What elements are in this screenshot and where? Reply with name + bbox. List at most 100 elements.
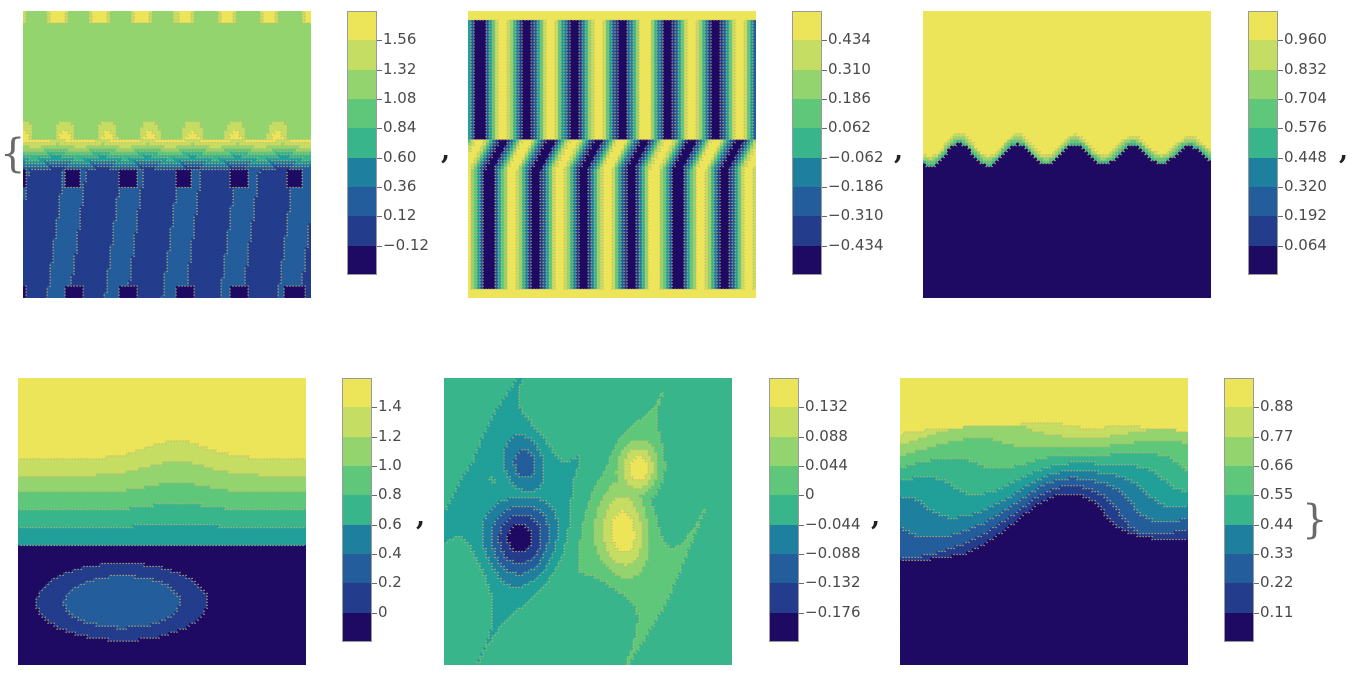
colorbar-swatch bbox=[347, 40, 377, 70]
colorbar-tick-label: −0.044 bbox=[805, 517, 861, 532]
colorbar-swatch bbox=[769, 583, 799, 613]
colorbar-swatch bbox=[347, 187, 377, 217]
colorbar-tick-label: 0.448 bbox=[1284, 150, 1327, 165]
colorbar-5: 0.132 0.088 0.044 0 −0.044 −0.088 −0.132 −0.176 bbox=[769, 378, 799, 642]
colorbar-tick bbox=[1278, 216, 1283, 217]
separator-3: , bbox=[1339, 136, 1348, 166]
colorbar-tick-label: 0.960 bbox=[1284, 32, 1327, 47]
colorbar-swatch bbox=[769, 613, 799, 643]
colorbar-swatch bbox=[342, 466, 372, 496]
colorbar-swatch bbox=[792, 187, 822, 217]
colorbar-tick bbox=[1254, 554, 1259, 555]
colorbar-tick bbox=[1278, 70, 1283, 71]
colorbar-tick bbox=[1254, 495, 1259, 496]
colorbar-tick-label: 1.0 bbox=[378, 458, 402, 473]
colorbar-tick bbox=[372, 613, 377, 614]
colorbar-tick-label: 0.192 bbox=[1284, 208, 1327, 223]
colorbar-swatch bbox=[1248, 11, 1278, 41]
colorbar-tick bbox=[372, 466, 377, 467]
colorbar-1: 1.56 1.32 1.08 0.84 0.60 0.36 0.12 −0.12 bbox=[347, 11, 377, 275]
colorbar-tick bbox=[377, 216, 382, 217]
colorbar-swatch bbox=[342, 525, 372, 555]
colorbar-swatch bbox=[792, 40, 822, 70]
heatmap-plot-5 bbox=[444, 378, 732, 665]
colorbar-tick bbox=[822, 70, 827, 71]
colorbar-tick bbox=[372, 437, 377, 438]
colorbar-tick bbox=[377, 187, 382, 188]
colorbar-tick bbox=[1278, 128, 1283, 129]
colorbar-tick bbox=[799, 495, 804, 496]
colorbar-tick bbox=[372, 554, 377, 555]
colorbar-swatch bbox=[1224, 495, 1254, 525]
heatmap-plot-1 bbox=[23, 11, 311, 298]
colorbar-swatch bbox=[1248, 158, 1278, 188]
colorbar-tick-label: 0.832 bbox=[1284, 62, 1327, 77]
colorbar-tick bbox=[377, 246, 382, 247]
colorbar-swatch bbox=[347, 246, 377, 276]
colorbar-tick-label: 0.66 bbox=[1260, 458, 1293, 473]
colorbar-tick-label: 0.84 bbox=[383, 120, 416, 135]
colorbar-tick-label: 0.4 bbox=[378, 546, 402, 561]
colorbar-tick-label: −0.132 bbox=[805, 575, 861, 590]
colorbar-tick bbox=[1254, 583, 1259, 584]
colorbar-4: 1.4 1.2 1.0 0.8 0.6 0.4 0.2 0 bbox=[342, 378, 372, 642]
colorbar-swatch bbox=[792, 11, 822, 41]
colorbar-swatch bbox=[347, 158, 377, 188]
colorbar-tick-label: 0.186 bbox=[828, 91, 871, 106]
colorbar-tick-label: 0.704 bbox=[1284, 91, 1327, 106]
colorbar-tick-label: −0.176 bbox=[805, 605, 861, 620]
colorbar-tick-label: 0.044 bbox=[805, 458, 848, 473]
colorbar-tick-label: 0.132 bbox=[805, 399, 848, 414]
colorbar-tick-label: 1.32 bbox=[383, 62, 416, 77]
colorbar-tick bbox=[372, 525, 377, 526]
colorbar-swatch bbox=[1224, 466, 1254, 496]
colorbar-tick-label: −0.434 bbox=[828, 238, 884, 253]
colorbar-tick-label: 0.576 bbox=[1284, 120, 1327, 135]
colorbar-tick bbox=[1254, 613, 1259, 614]
colorbar-tick-label: 0.44 bbox=[1260, 517, 1293, 532]
colorbar-tick-label: 1.4 bbox=[378, 399, 402, 414]
colorbar-tick bbox=[1278, 158, 1283, 159]
colorbar-swatch bbox=[342, 495, 372, 525]
colorbar-swatch bbox=[347, 216, 377, 246]
heatmap-svg-3 bbox=[923, 11, 1211, 298]
colorbar-tick bbox=[799, 525, 804, 526]
colorbar-swatch bbox=[342, 554, 372, 584]
colorbar-tick bbox=[799, 583, 804, 584]
colorbar-swatch bbox=[769, 437, 799, 467]
colorbar-swatch bbox=[1248, 128, 1278, 158]
colorbar-tick bbox=[1278, 246, 1283, 247]
colorbar-swatch bbox=[1248, 216, 1278, 246]
separator-1: , bbox=[441, 136, 450, 166]
colorbar-tick bbox=[799, 554, 804, 555]
colorbar-swatch bbox=[347, 99, 377, 129]
colorbar-tick-label: −0.062 bbox=[828, 150, 884, 165]
colorbar-swatch bbox=[1248, 40, 1278, 70]
colorbar-swatch bbox=[1224, 378, 1254, 408]
colorbar-tick bbox=[372, 407, 377, 408]
colorbar-tick bbox=[1278, 99, 1283, 100]
colorbar-tick-label: 0.064 bbox=[1284, 238, 1327, 253]
colorbar-tick-label: 0.88 bbox=[1260, 399, 1293, 414]
colorbar-swatch bbox=[769, 407, 799, 437]
separator-4: , bbox=[416, 502, 425, 532]
colorbar-tick-label: 0.12 bbox=[383, 208, 416, 223]
heatmap-svg-4 bbox=[18, 378, 306, 665]
heatmap-plot-6 bbox=[900, 378, 1188, 665]
colorbar-tick bbox=[799, 613, 804, 614]
colorbar-swatch bbox=[1224, 583, 1254, 613]
colorbar-tick-label: 0.33 bbox=[1260, 546, 1293, 561]
colorbar-swatch bbox=[1224, 525, 1254, 555]
colorbar-tick-label: 0.36 bbox=[383, 179, 416, 194]
colorbar-swatch bbox=[769, 378, 799, 408]
colorbar-tick bbox=[822, 99, 827, 100]
colorbar-swatch bbox=[342, 378, 372, 408]
colorbar-tick-label: 0.310 bbox=[828, 62, 871, 77]
colorbar-swatch bbox=[1224, 554, 1254, 584]
colorbar-tick-label: 0.088 bbox=[805, 429, 848, 444]
colorbar-tick-label: 0 bbox=[378, 605, 388, 620]
colorbar-tick-label: 0 bbox=[805, 487, 815, 502]
colorbar-tick-label: −0.186 bbox=[828, 179, 884, 194]
heatmap-svg-2 bbox=[468, 11, 756, 298]
colorbar-tick-label: 0.60 bbox=[383, 150, 416, 165]
